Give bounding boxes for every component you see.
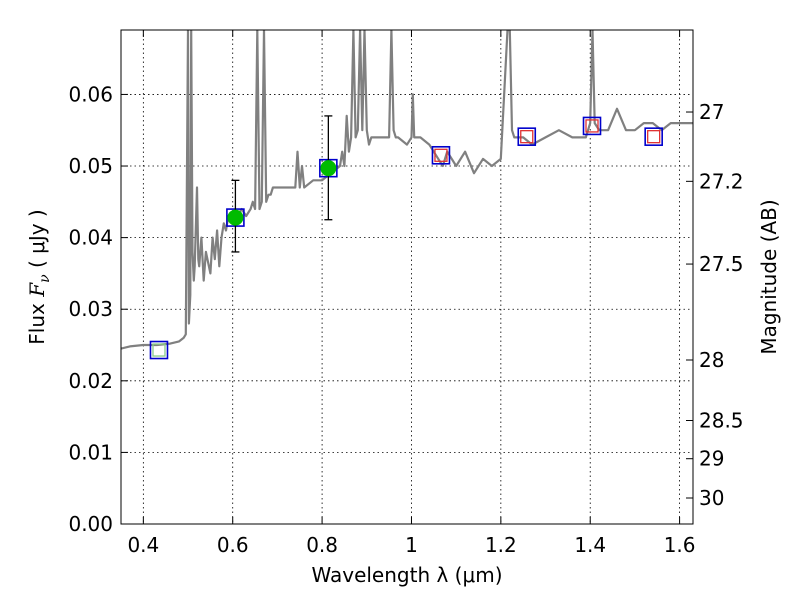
x-tick-label: 0.4 [127, 533, 159, 557]
model-photometry-box [582, 116, 602, 136]
spectrum-line [121, 30, 693, 350]
magnitude-tick-label: 29 [699, 447, 724, 471]
upper-limit-marker [647, 130, 661, 144]
plot-frame [120, 29, 694, 525]
x-axis-ticks: 0.4 0.6 0.8 1 1.2 1.4 1.6 [127, 30, 696, 557]
magnitude-tick-label: 27.5 [699, 252, 744, 276]
model-photometry-box [644, 127, 663, 146]
detection-point [320, 160, 337, 177]
faint-detection-marker [152, 343, 166, 357]
magnitude-tick-label: 27.2 [699, 169, 744, 193]
y-tick-label: 0.05 [68, 154, 113, 178]
y-tick-label: 0.00 [68, 512, 113, 536]
magnitude-tick-label: 28 [699, 348, 724, 372]
y-tick-label: 0.02 [68, 369, 113, 393]
detection-point [227, 209, 244, 226]
y-axis-ticks: 0.00 0.01 0.02 0.03 0.04 0.05 0.06 [68, 82, 128, 536]
magnitude-axis-label: Magnitude (AB) [757, 199, 781, 354]
x-tick-label: 0.8 [306, 533, 338, 557]
photometry-points [149, 115, 663, 360]
magnitude-tick-label: 30 [699, 486, 724, 510]
y-tick-label: 0.03 [68, 297, 113, 321]
x-tick-label: 1.4 [574, 533, 606, 557]
y-axis-label-prefix: Flux [25, 297, 49, 345]
y-tick-label: 0.06 [68, 82, 113, 106]
x-tick-label: 1 [405, 533, 418, 557]
upper-limit-marker [434, 148, 448, 162]
x-tick-label: 1.2 [485, 533, 517, 557]
magnitude-tick-label: 28.5 [699, 409, 744, 433]
model-photometry-box [149, 340, 169, 360]
y-axis-label: Flux Fν ( μJy ) [25, 209, 53, 344]
y-tick-label: 0.04 [68, 226, 113, 250]
model-photometry-box [517, 127, 537, 146]
y-axis-label-symbol: F [25, 282, 49, 298]
y-axis-label-subscript: ν [37, 274, 53, 283]
x-tick-label: 1.6 [664, 533, 696, 557]
x-axis-label: Wavelength λ (μm) [311, 563, 502, 587]
y-axis-label-suffix: ( μJy ) [25, 209, 49, 274]
model-photometry-box [431, 145, 451, 165]
magnitude-axis-ticks: 27 27.2 27.5 28 28.5 29 30 [686, 100, 744, 510]
y-tick-label: 0.01 [68, 440, 113, 464]
x-tick-label: 0.6 [217, 533, 249, 557]
upper-limit-marker [585, 119, 599, 133]
grid-lines [121, 30, 693, 525]
upper-limit-marker [520, 130, 534, 144]
magnitude-tick-label: 27 [699, 100, 724, 124]
spectrum-series [121, 30, 693, 350]
